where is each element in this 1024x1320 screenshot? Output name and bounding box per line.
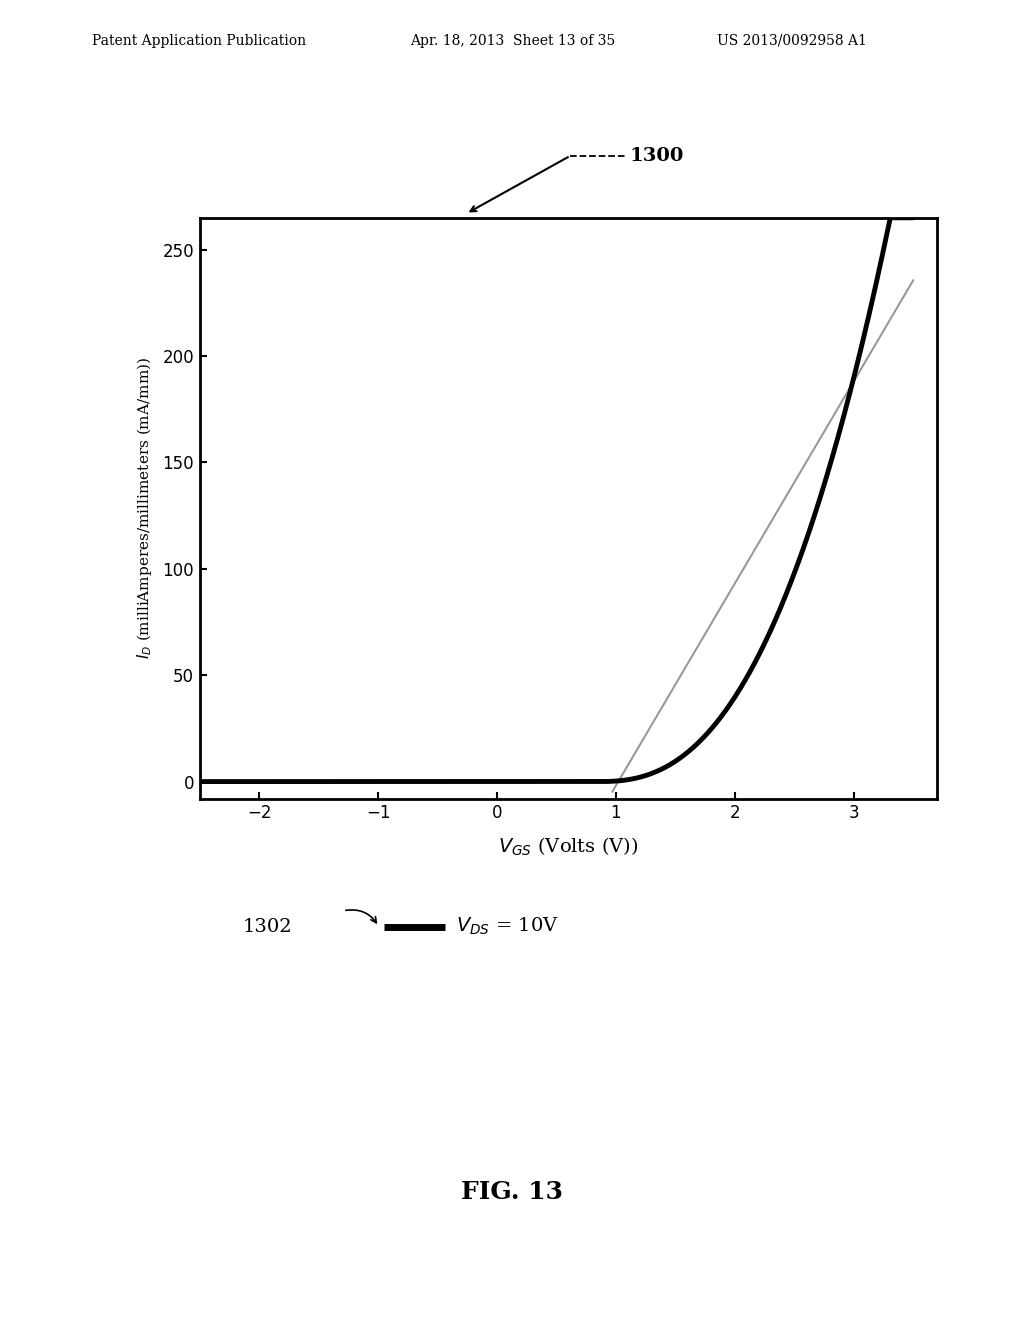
Text: Patent Application Publication: Patent Application Publication xyxy=(92,34,306,48)
Text: 1300: 1300 xyxy=(630,147,684,165)
Y-axis label: $I_D$ (milliAmperes/millimeters (mA/mm)): $I_D$ (milliAmperes/millimeters (mA/mm)) xyxy=(135,358,155,659)
X-axis label: $V_{GS}$ (Volts (V)): $V_{GS}$ (Volts (V)) xyxy=(498,836,639,858)
Text: 1302: 1302 xyxy=(243,917,292,936)
Text: US 2013/0092958 A1: US 2013/0092958 A1 xyxy=(717,34,866,48)
Text: $V_{DS}$ = 10V: $V_{DS}$ = 10V xyxy=(456,916,559,937)
Text: FIG. 13: FIG. 13 xyxy=(461,1180,563,1204)
Text: Apr. 18, 2013  Sheet 13 of 35: Apr. 18, 2013 Sheet 13 of 35 xyxy=(410,34,614,48)
